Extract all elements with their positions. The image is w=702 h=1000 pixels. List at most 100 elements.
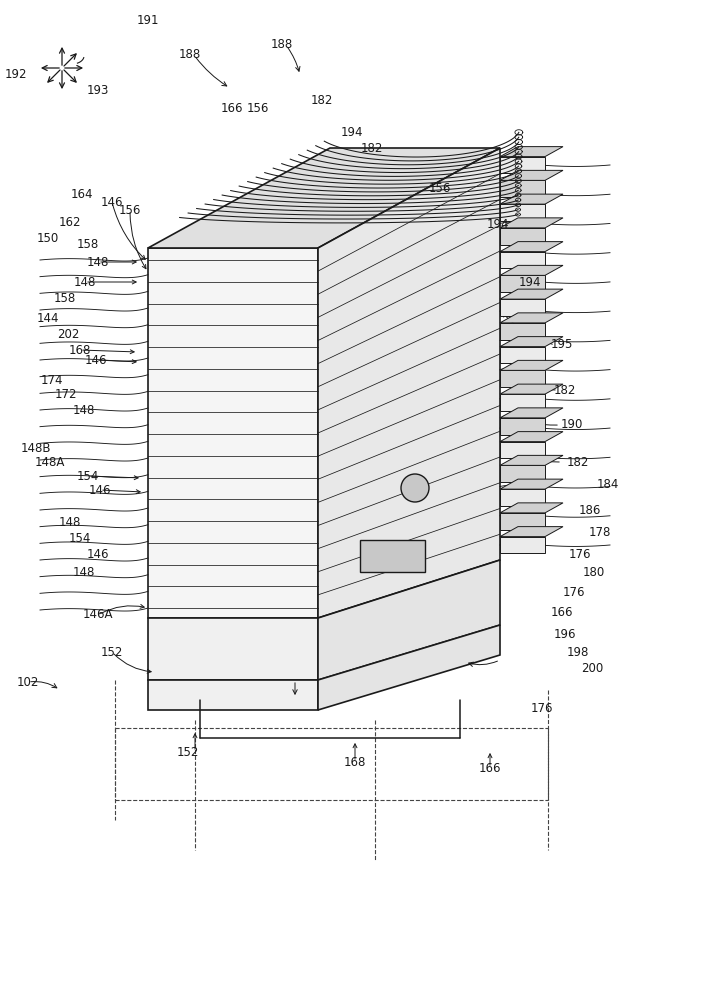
Polygon shape bbox=[148, 148, 500, 248]
Polygon shape bbox=[500, 370, 545, 387]
Text: 146: 146 bbox=[87, 548, 110, 560]
Text: 182: 182 bbox=[361, 141, 383, 154]
Polygon shape bbox=[500, 242, 563, 252]
Text: 180: 180 bbox=[583, 566, 605, 578]
Text: 176: 176 bbox=[569, 548, 591, 562]
Text: 148: 148 bbox=[73, 403, 95, 416]
Text: 196: 196 bbox=[554, 629, 576, 642]
Text: 200: 200 bbox=[581, 662, 603, 674]
Text: 146: 146 bbox=[85, 354, 107, 366]
Polygon shape bbox=[500, 465, 545, 482]
Text: 190: 190 bbox=[561, 418, 583, 432]
Text: 162: 162 bbox=[59, 216, 81, 229]
Text: 156: 156 bbox=[429, 182, 451, 194]
Polygon shape bbox=[500, 455, 563, 465]
Polygon shape bbox=[500, 527, 563, 537]
Polygon shape bbox=[148, 618, 318, 680]
Polygon shape bbox=[500, 537, 545, 553]
Text: 164: 164 bbox=[71, 188, 93, 202]
Text: 148: 148 bbox=[74, 275, 96, 288]
Text: 154: 154 bbox=[77, 470, 99, 483]
Polygon shape bbox=[318, 625, 500, 710]
Polygon shape bbox=[500, 218, 563, 228]
Text: 156: 156 bbox=[119, 204, 141, 217]
Text: 172: 172 bbox=[55, 388, 77, 401]
Text: 176: 176 bbox=[531, 702, 553, 714]
Polygon shape bbox=[500, 513, 545, 530]
Polygon shape bbox=[318, 560, 500, 680]
Text: 166: 166 bbox=[220, 102, 244, 114]
Polygon shape bbox=[148, 680, 318, 710]
Polygon shape bbox=[500, 289, 563, 299]
Polygon shape bbox=[500, 204, 545, 221]
Polygon shape bbox=[500, 337, 563, 347]
Text: 182: 182 bbox=[554, 383, 576, 396]
Text: 158: 158 bbox=[54, 292, 76, 304]
Polygon shape bbox=[500, 503, 563, 513]
Text: 156: 156 bbox=[247, 102, 269, 114]
Text: 194: 194 bbox=[340, 125, 363, 138]
Text: 166: 166 bbox=[479, 762, 501, 774]
Text: 202: 202 bbox=[57, 328, 79, 342]
Bar bbox=[360, 540, 425, 572]
Polygon shape bbox=[500, 170, 563, 180]
Polygon shape bbox=[500, 408, 563, 418]
Text: 184: 184 bbox=[597, 479, 619, 491]
Text: 144: 144 bbox=[37, 312, 59, 324]
Polygon shape bbox=[500, 147, 563, 157]
Text: 174: 174 bbox=[41, 373, 63, 386]
Text: 148B: 148B bbox=[21, 442, 51, 454]
Text: 188: 188 bbox=[271, 38, 293, 51]
Text: 148: 148 bbox=[87, 255, 110, 268]
Polygon shape bbox=[500, 228, 545, 245]
Polygon shape bbox=[500, 442, 545, 458]
Text: 182: 182 bbox=[311, 94, 333, 106]
Polygon shape bbox=[500, 347, 545, 363]
Text: 154: 154 bbox=[69, 532, 91, 544]
Text: 146: 146 bbox=[101, 196, 124, 209]
Polygon shape bbox=[500, 299, 545, 316]
Polygon shape bbox=[500, 360, 563, 370]
Text: 178: 178 bbox=[589, 526, 611, 538]
Text: 194: 194 bbox=[519, 275, 541, 288]
Polygon shape bbox=[500, 313, 563, 323]
Text: 182: 182 bbox=[567, 456, 589, 468]
Text: 148A: 148A bbox=[35, 456, 65, 468]
Polygon shape bbox=[318, 148, 500, 618]
Polygon shape bbox=[500, 275, 545, 292]
Polygon shape bbox=[500, 418, 545, 435]
Polygon shape bbox=[500, 180, 545, 197]
Polygon shape bbox=[500, 384, 563, 394]
Text: 186: 186 bbox=[579, 504, 601, 516]
Polygon shape bbox=[500, 265, 563, 275]
Text: 193: 193 bbox=[87, 84, 110, 97]
Polygon shape bbox=[500, 157, 545, 173]
Text: 176: 176 bbox=[563, 585, 585, 598]
Text: 166: 166 bbox=[551, 605, 574, 618]
Text: 168: 168 bbox=[69, 344, 91, 357]
Text: 152: 152 bbox=[177, 746, 199, 758]
Text: 148: 148 bbox=[59, 516, 81, 528]
Text: 152: 152 bbox=[101, 646, 123, 658]
Polygon shape bbox=[500, 323, 545, 340]
Text: 168: 168 bbox=[344, 756, 366, 768]
Text: 102: 102 bbox=[17, 676, 39, 688]
Text: 198: 198 bbox=[567, 646, 589, 658]
Text: 146A: 146A bbox=[83, 608, 113, 621]
Text: 148: 148 bbox=[73, 566, 95, 578]
Circle shape bbox=[401, 474, 429, 502]
Text: 194: 194 bbox=[486, 219, 509, 232]
Polygon shape bbox=[500, 394, 545, 411]
Text: 192: 192 bbox=[5, 68, 27, 82]
Text: 188: 188 bbox=[179, 48, 201, 62]
Polygon shape bbox=[500, 489, 545, 506]
Polygon shape bbox=[500, 252, 545, 268]
Text: 150: 150 bbox=[37, 232, 59, 244]
Polygon shape bbox=[148, 248, 318, 618]
Text: 146: 146 bbox=[88, 484, 111, 496]
Polygon shape bbox=[500, 479, 563, 489]
Polygon shape bbox=[500, 194, 563, 204]
Text: 191: 191 bbox=[137, 13, 159, 26]
Polygon shape bbox=[500, 432, 563, 442]
Text: 195: 195 bbox=[551, 338, 574, 352]
